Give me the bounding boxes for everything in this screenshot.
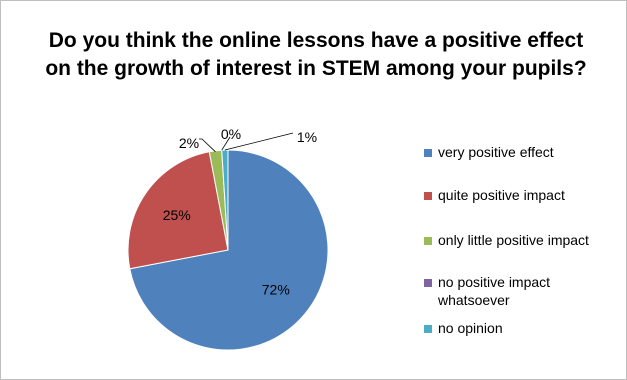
chart-title: Do you think the online lessons have a p…	[45, 29, 587, 80]
legend-item-only-little-positive-impact: only little positive impact	[424, 231, 624, 249]
data-label-no-positive-impact-whatsoever: 0%	[221, 126, 241, 142]
data-label-no-opinion: 1%	[297, 129, 317, 145]
data-label-very-positive-effect: 72%	[262, 282, 290, 298]
legend-swatch-only-little-positive-impact	[424, 237, 432, 245]
pie-slice-quite-positive-impact	[127, 151, 229, 270]
legend-swatch-no-positive-impact-whatsoever	[424, 279, 432, 287]
legend-label-no-opinion: no opinion	[438, 320, 503, 336]
leader-line-no-opinion	[224, 132, 294, 151]
legend-swatch-no-opinion	[424, 325, 432, 333]
legend-swatch-quite-positive-impact	[424, 192, 432, 200]
legend-item-no-opinion: no opinion	[424, 319, 624, 337]
legend-item-quite-positive-impact: quite positive impact	[424, 186, 624, 204]
legend-label-very-positive-effect: very positive effect	[438, 144, 554, 160]
data-label-only-little-positive-impact: 2%	[179, 135, 199, 151]
legend-label-only-little-positive-impact: only little positive impact	[438, 232, 589, 248]
legend-swatch-very-positive-effect	[424, 149, 432, 157]
legend-item-very-positive-effect: very positive effect	[424, 143, 624, 161]
legend-item-no-positive-impact-whatsoever: no positive impact whatsoever	[424, 273, 624, 309]
legend-label-quite-positive-impact: quite positive impact	[438, 187, 565, 203]
leader-line-no-positive-impact-whatsoever	[221, 136, 231, 151]
leader-line-only-little-positive-impact	[199, 138, 216, 153]
legend-label-no-positive-impact-whatsoever: no positive impact whatsoever	[438, 274, 551, 308]
pie-slice-very-positive-effect	[129, 149, 329, 351]
data-label-quite-positive-impact: 25%	[163, 207, 191, 223]
